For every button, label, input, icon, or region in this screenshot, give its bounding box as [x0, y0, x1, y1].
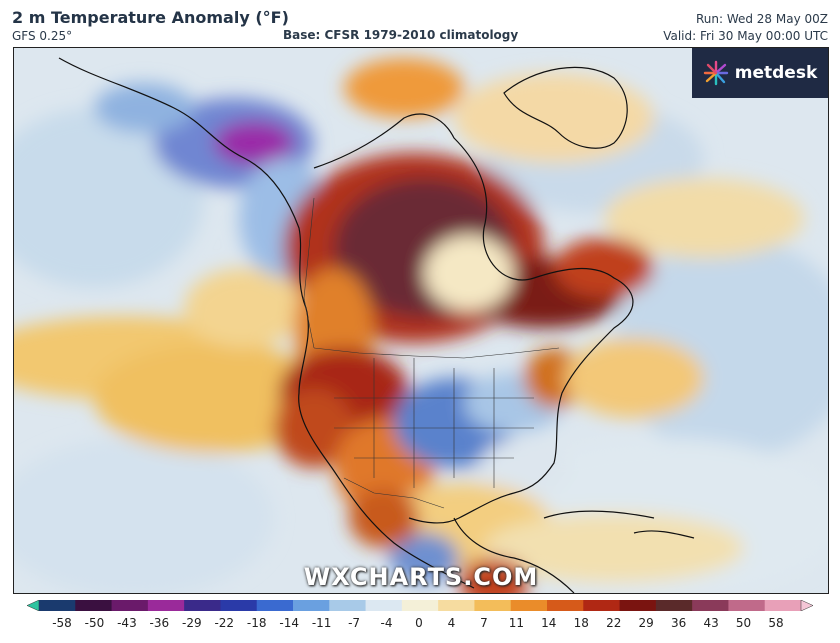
colorbar-segment	[39, 600, 76, 611]
metdesk-logo: metdesk	[692, 48, 828, 98]
colorbar-tick-label: 0	[415, 616, 423, 630]
colorbar-tick-label: -36	[149, 616, 170, 630]
wxcharts-watermark: WXCHARTS.COM	[303, 563, 539, 591]
map-title: 2 m Temperature Anomaly (°F)	[12, 8, 289, 27]
colorbar-segment	[365, 600, 403, 611]
colorbar-segment	[692, 600, 729, 611]
colorbar-tick-label: 50	[735, 616, 752, 630]
colorbar-tick-label: -50	[84, 616, 105, 630]
colorbar-segment	[764, 600, 802, 611]
colorbar-tick-label: -11	[311, 616, 332, 630]
colorbar-tick-label: 11	[508, 616, 524, 630]
colorbar-tick-label: 18	[573, 616, 589, 630]
colorbar-segment	[329, 600, 367, 611]
metdesk-burst-icon	[703, 60, 728, 86]
colorbar-segment	[655, 600, 693, 611]
colorbar-segment	[583, 600, 621, 611]
colorbar-tick-label: 43	[703, 616, 719, 630]
colorbar-tick-label: -14	[279, 616, 299, 630]
anomaly-field	[14, 48, 828, 593]
colorbar-tick-label: 7	[480, 616, 488, 630]
colorbar-tick-label: 4	[447, 616, 456, 630]
colorbar-segment	[75, 600, 113, 611]
colorbar	[27, 600, 813, 611]
colorbar-tick-label: -43	[117, 616, 137, 630]
model-label: GFS 0.25°	[12, 29, 73, 43]
run-time-label: Run: Wed 28 May 00Z	[695, 12, 828, 26]
colorbar-segment	[293, 600, 330, 611]
colorbar-tick-label: 58	[768, 616, 784, 630]
colorbar-segment	[401, 600, 439, 611]
valid-time-label: Valid: Fri 30 May 00:00 UTC	[663, 29, 828, 43]
colorbar-tick-label: 36	[670, 616, 687, 630]
colorbar-segment	[256, 600, 294, 611]
colorbar-segment	[220, 600, 258, 611]
colorbar-tick-label: -29	[182, 616, 202, 630]
colorbar-min-arrow	[27, 600, 40, 611]
metdesk-wordmark: metdesk	[734, 63, 818, 83]
colorbar-tick-label: 29	[638, 616, 654, 630]
colorbar-tick-label: -58	[52, 616, 72, 630]
colorbar-max-arrow	[800, 600, 813, 611]
colorbar-segment	[510, 600, 548, 611]
anomaly-shading	[14, 58, 828, 593]
colorbar-tick-label: -22	[214, 616, 235, 630]
colorbar-segment	[474, 600, 512, 611]
colorbar-tick-label: 14	[541, 616, 557, 630]
colorbar-segment	[547, 600, 584, 611]
colorbar-segment	[184, 600, 221, 611]
colorbar-segment	[728, 600, 766, 611]
colorbar-segment	[111, 600, 149, 611]
climatology-base-label: Base: CFSR 1979-2010 climatology	[283, 28, 519, 42]
colorbar-segment	[619, 600, 657, 611]
temperature-anomaly-map[interactable]: metdesk WXCHARTS.COM	[13, 47, 829, 594]
colorbar-ticks: -58 -50 -43 -36 -29 -22 -18 -14 -11 -7 -4 0 4 7 11 14 18…	[0, 612, 840, 636]
borders	[303, 197, 560, 509]
colorbar-tick-label: -7	[348, 616, 361, 630]
colorbar-segment	[147, 600, 185, 611]
colorbar-tick-label: -18	[246, 616, 267, 630]
colorbar-tick-label: -4	[380, 616, 393, 630]
colorbar-segment	[438, 600, 475, 611]
colorbar-tick-label: 22	[606, 616, 622, 630]
